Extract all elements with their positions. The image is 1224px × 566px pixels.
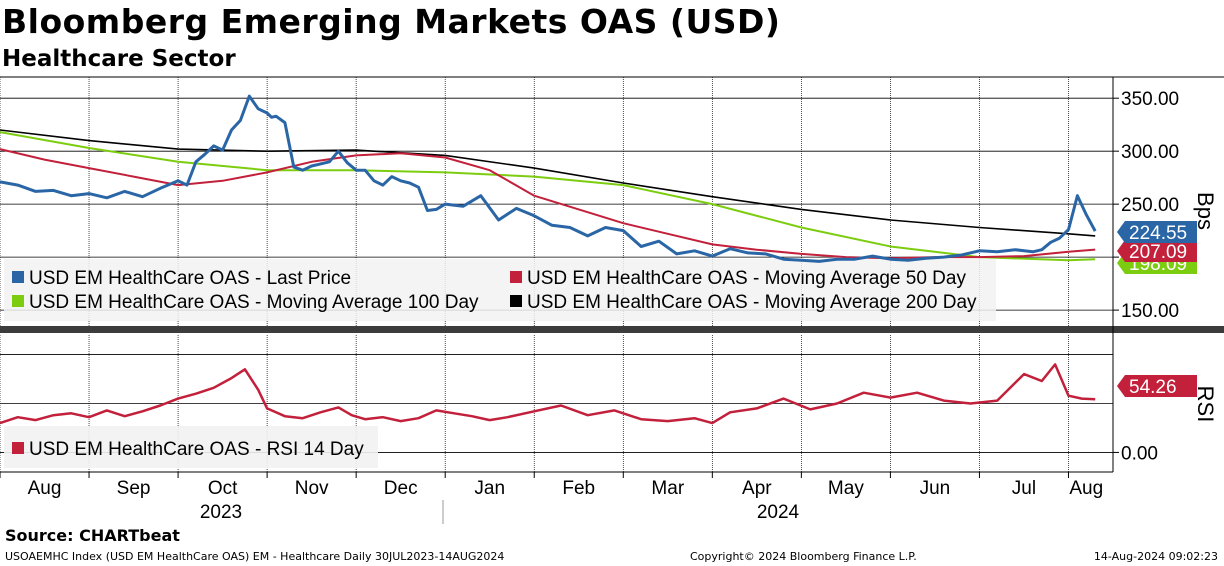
legend-label-ma200: USD EM HealthCare OAS - Moving Average 2…: [527, 292, 977, 313]
ticker-description: USOAEMHC Index (USD EM HealthCare OAS) E…: [5, 550, 505, 563]
series-line-rsi: [0, 363, 1096, 425]
x-tick-label-may: May: [828, 478, 864, 499]
price-y-tick-label: 150.00: [1121, 301, 1179, 322]
rsi-y-axis-title: RSI: [1193, 386, 1218, 423]
rsi-y-tick-label: 0.00: [1121, 443, 1158, 464]
legend-swatch-rsi: [12, 442, 24, 454]
legend-label-ma100: USD EM HealthCare OAS - Moving Average 1…: [29, 292, 479, 313]
legend-swatch-ma200: [510, 295, 522, 307]
timestamp: 14-Aug-2024 09:02:23: [1093, 550, 1218, 563]
legend-swatch-last_price: [12, 271, 24, 283]
legend-label-rsi: USD EM HealthCare OAS - RSI 14 Day: [29, 439, 364, 460]
rsi-last-value-label: 54.26: [1129, 377, 1177, 398]
price-y-tick-label: 250.00: [1121, 195, 1179, 216]
x-tick-label-mar: Mar: [651, 478, 684, 499]
x-tick-label-dec: Dec: [384, 478, 418, 499]
series-line-ma50: [0, 148, 1096, 260]
price-y-tick-label: 300.00: [1121, 142, 1179, 163]
series-line-ma200: [0, 129, 1096, 237]
x-tick-label-jun: Jun: [920, 478, 951, 499]
year-label-2024: 2024: [757, 502, 800, 523]
panel-separator: [0, 326, 1224, 333]
ma50-last-value-label: 207.09: [1129, 242, 1187, 263]
legend-swatch-ma100: [12, 295, 24, 307]
x-tick-label-sep: Sep: [117, 478, 151, 499]
x-tick-label-jul: Jul: [1012, 478, 1036, 499]
last-price-value-badge: [1117, 221, 1197, 243]
x-tick-label-aug: Aug: [28, 478, 62, 499]
rsi-legend-box: [4, 426, 378, 468]
last-price-value-label: 224.55: [1129, 223, 1187, 244]
legend-layer: USD EM HealthCare OAS - Last Price USD EM…: [4, 259, 996, 468]
copyright-notice: Copyright© 2024 Bloomberg Finance L.P.: [690, 550, 917, 563]
lines-layer: [0, 94, 1097, 425]
x-tick-label-apr: Apr: [742, 478, 772, 499]
rsi-last-value-badge: [1117, 375, 1197, 397]
x-tick-label-jan: Jan: [474, 478, 505, 499]
x-tick-label-aug: Aug: [1069, 478, 1103, 499]
chart-subtitle: Healthcare Sector: [2, 46, 236, 72]
x-tick-label-feb: Feb: [562, 478, 595, 499]
ma50-last-value-badge: [1117, 240, 1197, 262]
legend-label-ma50: USD EM HealthCare OAS - Moving Average 5…: [527, 268, 966, 289]
price-legend-box: [4, 259, 996, 321]
price-y-tick-label: 350.00: [1121, 89, 1179, 110]
x-tick-label-oct: Oct: [208, 478, 238, 499]
year-label-2023: 2023: [200, 502, 242, 523]
price-y-axis-title: Bps: [1193, 192, 1218, 230]
chart-title: Bloomberg Emerging Markets OAS (USD): [2, 2, 781, 41]
source-label: Source: CHARTbeat: [5, 526, 180, 545]
x-tick-label-nov: Nov: [295, 478, 329, 499]
legend-label-last_price: USD EM HealthCare OAS - Last Price: [29, 268, 351, 289]
series-line-last_price: [0, 94, 1097, 263]
legend-swatch-ma50: [510, 271, 522, 283]
